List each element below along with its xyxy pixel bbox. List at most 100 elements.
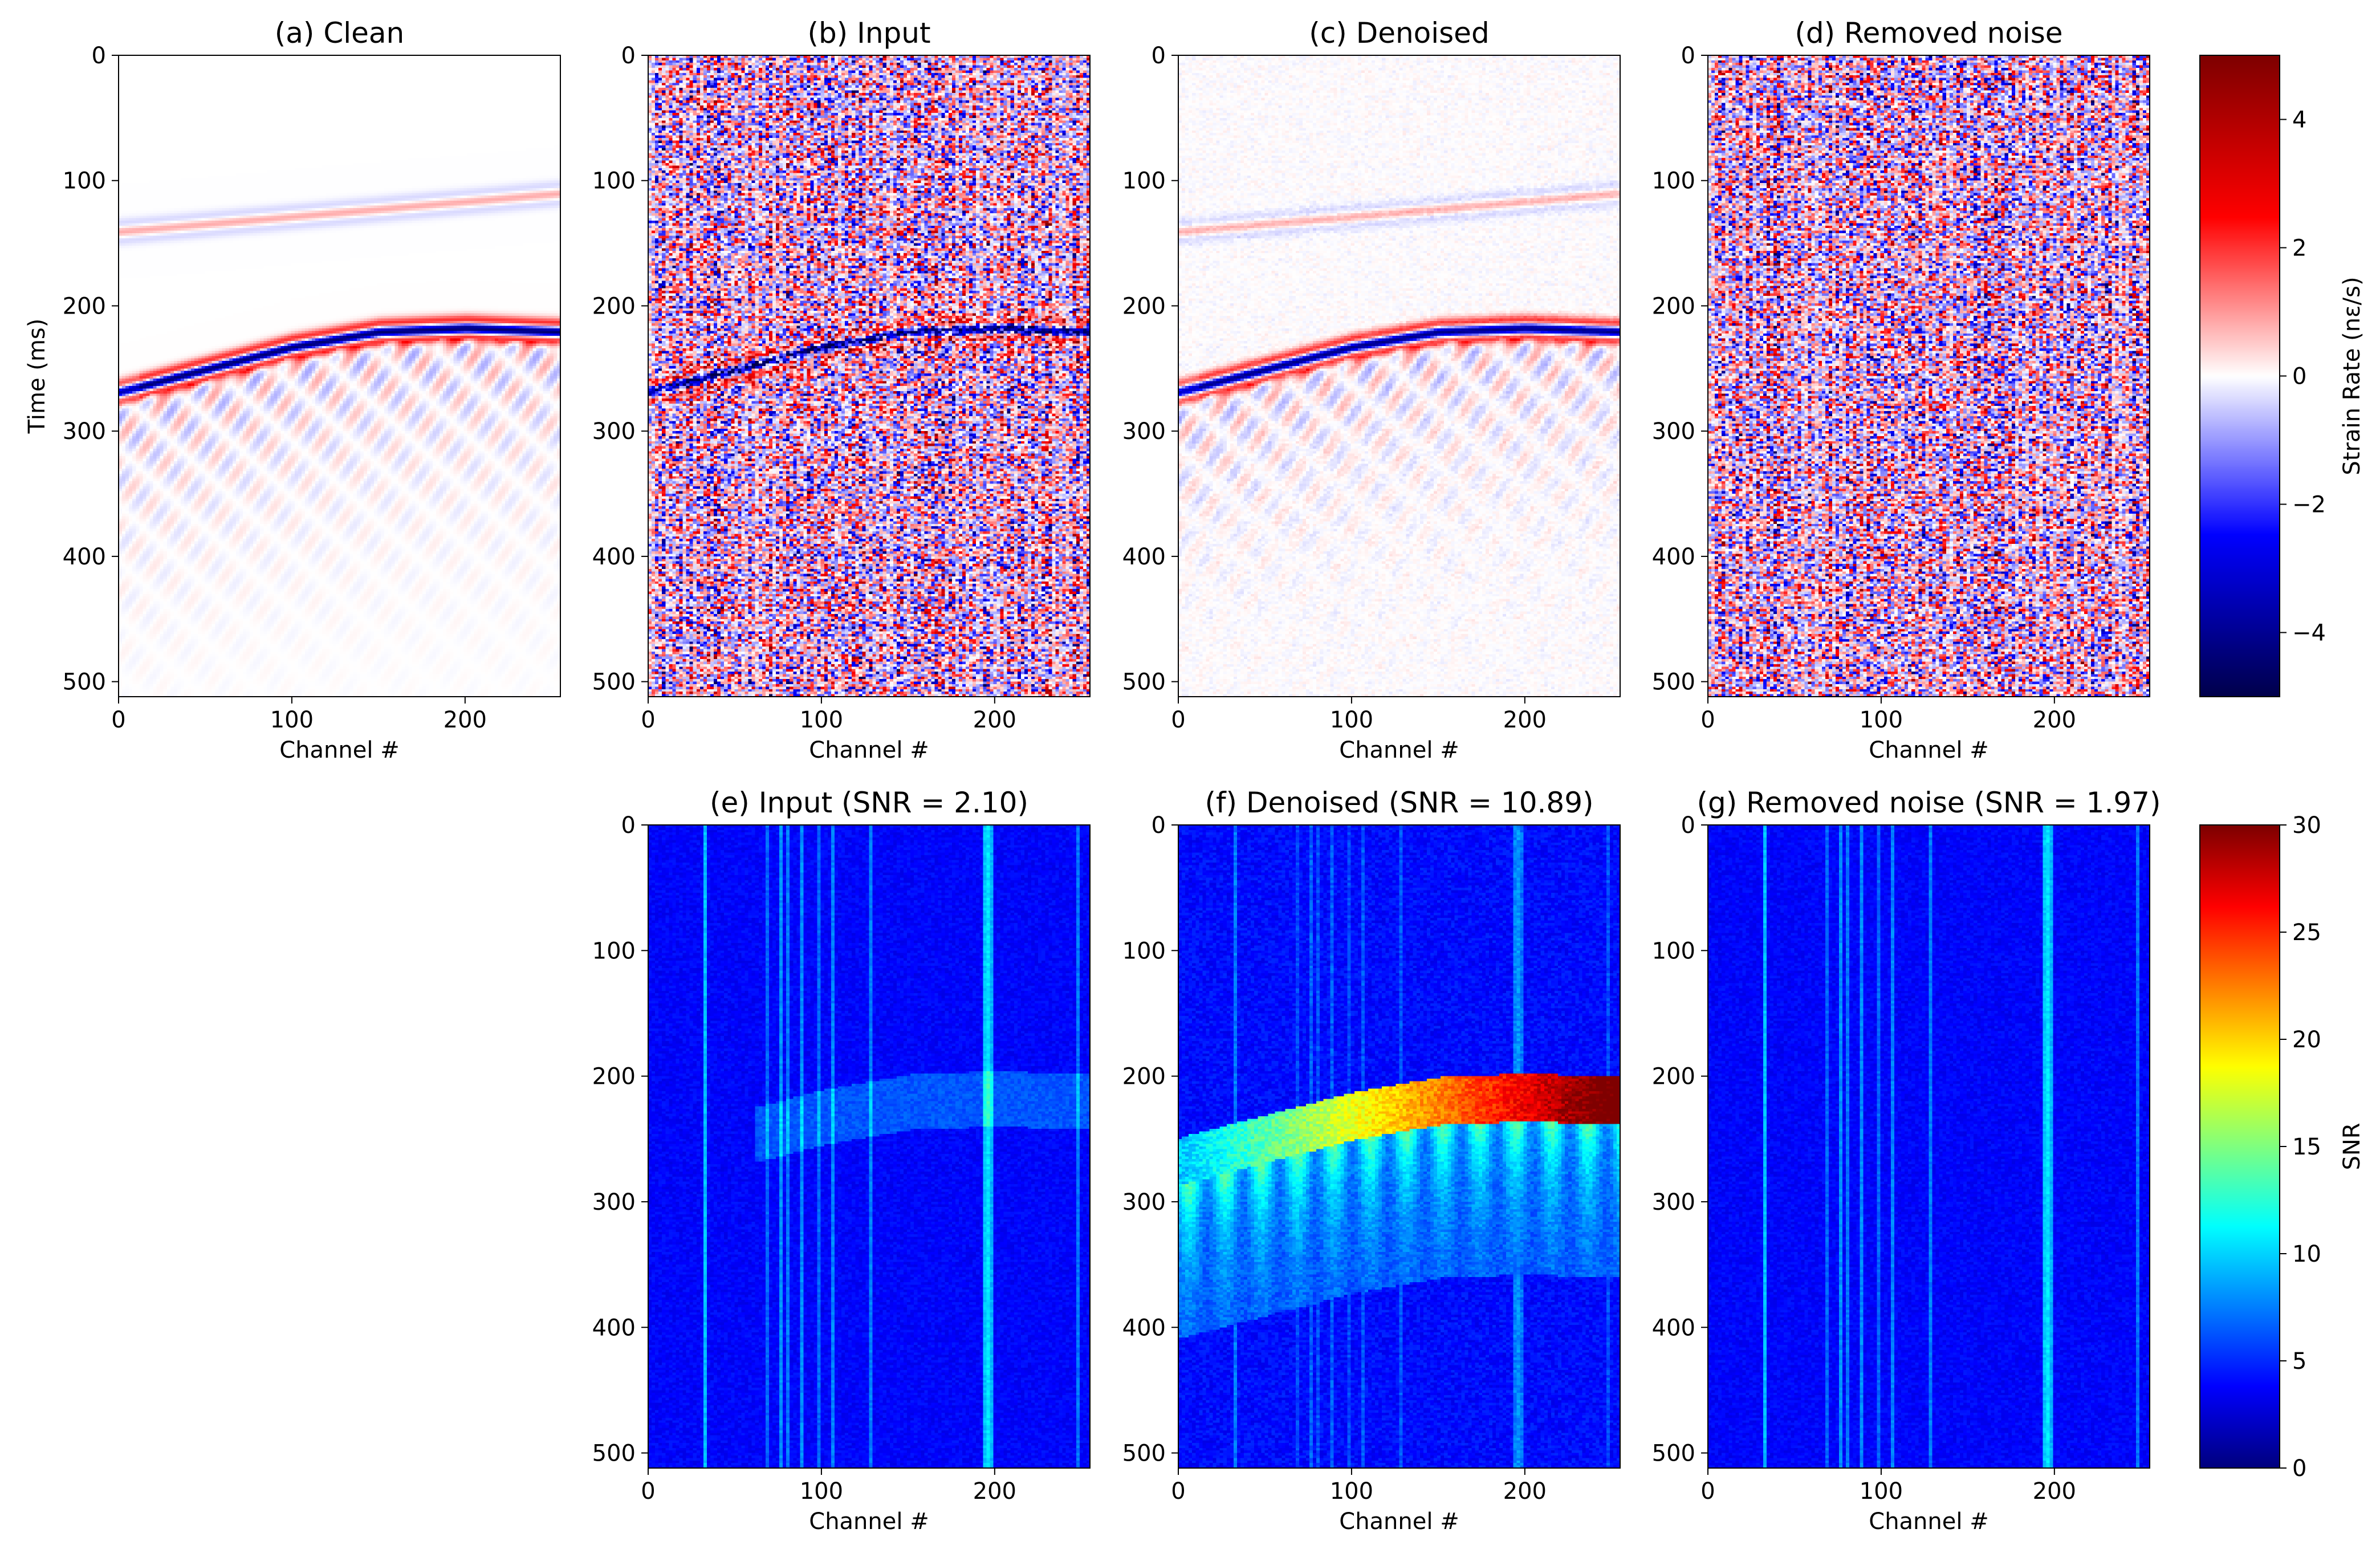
axes-frame-a <box>118 55 561 697</box>
axes-frame-d <box>1707 55 2150 697</box>
x-tick-label: 0 <box>1700 1478 1715 1505</box>
y-tick-label: 400 <box>592 544 636 570</box>
y-tick-label: 500 <box>1652 1441 1695 1467</box>
y-tick-label: 100 <box>1652 938 1695 964</box>
x-axis-label-b: Channel # <box>809 737 929 763</box>
x-tick-label: 200 <box>1503 1478 1547 1505</box>
y-tick-label: 0 <box>1152 812 1166 839</box>
y-tick-label: 200 <box>63 293 106 319</box>
y-tick-label: 200 <box>1652 293 1695 319</box>
x-tick-label: 100 <box>270 707 314 733</box>
y-tick-label: 500 <box>592 669 636 696</box>
colorbar-tick-label: 0 <box>2292 364 2306 390</box>
colorbar-tick-label: 25 <box>2292 920 2321 946</box>
colorbar-snr: 30 25 20 15 10 5 0 SNR <box>2199 812 2365 1482</box>
colorbar-tick-label: −4 <box>2292 620 2326 647</box>
panel-title-f: (f) Denoised (SNR = 10.89) <box>1205 786 1593 819</box>
axes-frame-f <box>1178 824 1621 1469</box>
y-tick-label: 100 <box>1122 938 1166 964</box>
panel-d: (d) Removed noise 0 100 200 Channel # 0 100 200… <box>1652 17 2150 763</box>
axes-frame-e <box>648 824 1091 1469</box>
x-tick-label: 200 <box>973 707 1016 733</box>
x-axis-label-g: Channel # <box>1869 1509 1988 1535</box>
x-tick-label: 0 <box>1171 707 1185 733</box>
heatmap-b <box>648 55 1090 697</box>
y-tick-label: 400 <box>1122 544 1166 570</box>
x-tick-label: 0 <box>641 1478 655 1505</box>
y-tick-label: 400 <box>1122 1315 1166 1341</box>
colorbar-tick-label: 2 <box>2292 235 2306 262</box>
x-axis-label-a: Channel # <box>279 737 399 763</box>
y-tick-label: 300 <box>592 418 636 445</box>
colorbar-tick-label: 10 <box>2292 1241 2321 1267</box>
colorbar-tick-label: 20 <box>2292 1027 2321 1053</box>
colorbar-tick-label: 4 <box>2292 107 2306 133</box>
panel-title-a: (a) Clean <box>275 17 404 50</box>
y-tick-label: 500 <box>1652 669 1695 696</box>
y-tick-label: 300 <box>1652 1189 1695 1215</box>
x-axis-label-c: Channel # <box>1339 737 1459 763</box>
x-tick-label: 100 <box>1330 707 1373 733</box>
panel-c: (c) Denoised 0 100 200 Channel # 0 100 200 300 40… <box>1122 17 1621 763</box>
y-tick-label: 200 <box>592 293 636 319</box>
y-tick-label: 0 <box>92 43 106 69</box>
heatmap-c <box>1178 55 1620 697</box>
y-tick-label: 400 <box>592 1315 636 1341</box>
x-tick-label: 0 <box>641 707 655 733</box>
panel-g: (g) Removed noise (SNR = 1.97)0 100 200Cha… <box>1652 786 2161 1535</box>
panel-a: (a) Clean 0 100 200 Channel # 0 100 200 300 400 50… <box>24 17 561 763</box>
panel-e: (e) Input (SNR = 2.10) 0 100 200 Channel # 0 1… <box>592 786 1091 1535</box>
x-tick-label: 0 <box>1171 1478 1185 1505</box>
y-tick-label: 100 <box>1122 168 1166 194</box>
y-tick-label: 400 <box>1652 544 1695 570</box>
colorbar-tick-label: 0 <box>2292 1455 2306 1482</box>
axes-frame-c <box>1178 55 1621 697</box>
panel-b: (b) Input 0 100 200 Channel # 0 100 200 300 400 50… <box>592 17 1091 763</box>
y-tick-label: 500 <box>63 669 106 696</box>
heatmap-d <box>1708 55 2150 697</box>
x-tick-label: 0 <box>1700 707 1715 733</box>
x-axis-label-f: Channel # <box>1339 1509 1459 1535</box>
y-tick-label: 300 <box>1122 418 1166 445</box>
y-tick-label: 400 <box>1652 1315 1695 1341</box>
y-tick-label: 0 <box>1152 43 1166 69</box>
x-tick-label: 100 <box>1860 707 1903 733</box>
colorbar-tick-label: 30 <box>2292 812 2321 839</box>
panel-f: (f) Denoised (SNR = 10.89) 0 100 200 Channel… <box>1122 786 1621 1535</box>
heatmap-e <box>648 825 1090 1468</box>
colorbar-gradient-strain <box>2200 55 2280 697</box>
y-tick-label: 300 <box>1652 418 1695 445</box>
x-tick-label: 200 <box>1503 707 1547 733</box>
axes-frame-g <box>1707 824 2150 1469</box>
colorbar-tick-label: 15 <box>2292 1134 2321 1160</box>
colorbar-tick-label: 5 <box>2292 1348 2306 1375</box>
y-tick-label: 100 <box>63 168 106 194</box>
x-tick-label: 100 <box>1860 1478 1903 1505</box>
panel-title-c: (c) Denoised <box>1309 17 1489 50</box>
colorbar-tick-label: −2 <box>2292 492 2326 518</box>
x-tick-label: 200 <box>973 1478 1016 1505</box>
y-tick-label: 100 <box>592 938 636 964</box>
y-tick-label: 0 <box>1681 43 1695 69</box>
heatmap-f <box>1178 825 1620 1468</box>
y-tick-label: 100 <box>592 168 636 194</box>
y-tick-label: 200 <box>1652 1064 1695 1090</box>
y-tick-label: 0 <box>1681 812 1695 839</box>
y-tick-label: 300 <box>1122 1189 1166 1215</box>
x-tick-label: 100 <box>1330 1478 1373 1505</box>
y-tick-label: 500 <box>1122 1441 1166 1467</box>
y-tick-label: 200 <box>1122 1064 1166 1090</box>
panel-title-b: (b) Input <box>807 17 930 50</box>
y-tick-label: 200 <box>592 1064 636 1090</box>
x-tick-label: 200 <box>2033 707 2076 733</box>
panel-title-g: (g) Removed noise (SNR = 1.97) <box>1697 786 2161 819</box>
y-tick-label: 0 <box>621 43 636 69</box>
y-tick-label: 0 <box>621 812 636 839</box>
x-tick-label: 200 <box>2033 1478 2076 1505</box>
colorbar-gradient-snr <box>2200 825 2280 1468</box>
colorbar-strain: 4 2 0 −2 −4 Strain Rate (nε/s) <box>2199 55 2365 697</box>
y-tick-label: 300 <box>63 418 106 445</box>
heatmap-g <box>1708 825 2150 1468</box>
y-tick-label: 100 <box>1652 168 1695 194</box>
